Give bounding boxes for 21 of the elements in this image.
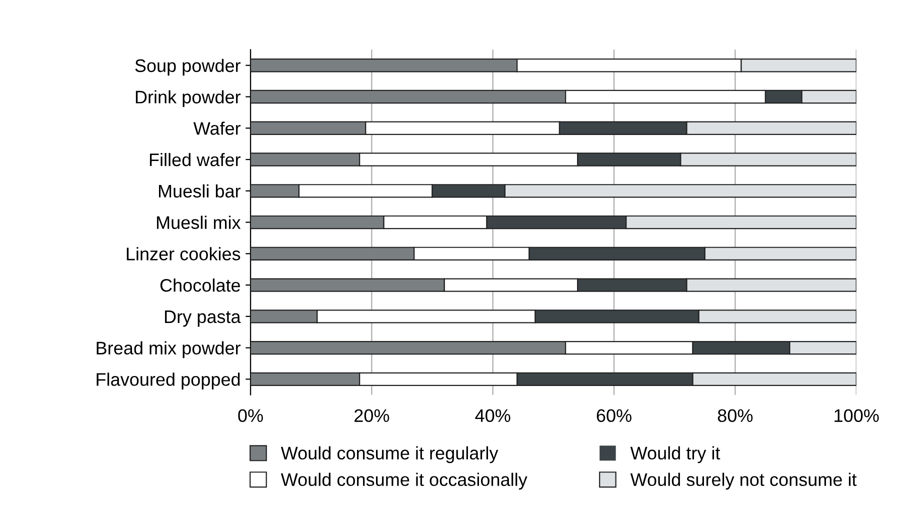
x-tick-label: 60% — [596, 409, 632, 422]
x-tick-label: 20% — [354, 409, 390, 422]
y-tick-label: Drink powder — [136, 90, 241, 108]
y-tick-label: Muesli bar — [159, 184, 241, 198]
y-tick-label: Bread mix powder — [96, 341, 241, 358]
y-tick-label: Flavoured popped — [96, 372, 240, 390]
y-tick-label: Muesli mix — [157, 216, 241, 229]
x-tick-label: 0% — [238, 409, 263, 422]
legend-label: Would consume it regularly — [280, 446, 498, 464]
x-tick-label: 40% — [475, 409, 510, 422]
y-tick-label: Soup powder — [135, 58, 241, 76]
y-tick-label: Linzer cookies — [126, 247, 240, 260]
y-tick-label: Wafer — [193, 122, 241, 135]
y-tick-label: Chocolate — [160, 278, 240, 292]
legend-label: Would consume it occasionally — [280, 472, 528, 490]
x-tick-label: 80% — [718, 409, 753, 422]
legend-label: Would surely not consume it — [630, 472, 857, 490]
y-tick-label: Filled wafer — [150, 152, 241, 166]
x-tick-label: 100% — [834, 409, 879, 422]
y-tick-label: Dry pasta — [165, 310, 241, 327]
legend-label: Would try it — [630, 446, 720, 464]
